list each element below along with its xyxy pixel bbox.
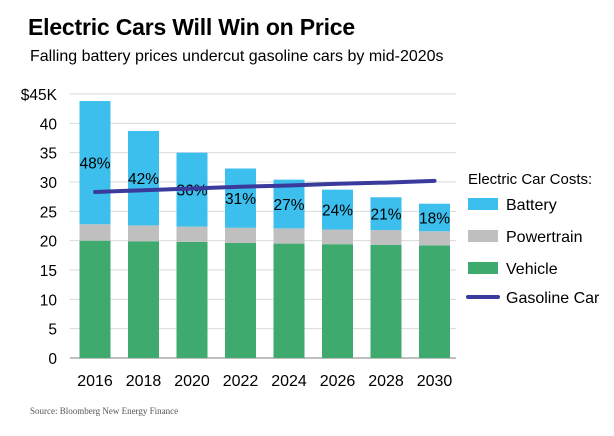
bar-battery-2026 — [322, 189, 353, 230]
legend-swatch-battery — [468, 198, 498, 210]
legend-label-powertrain: Powertrain — [506, 229, 582, 246]
y-tick-label: 5 — [48, 322, 57, 339]
x-axis-ticks: 2016 2018 2020 2022 2024 2026 2028 2030 — [77, 373, 452, 390]
bar-powertrain-2016 — [79, 224, 111, 241]
legend-title: Electric Car Costs: — [468, 171, 592, 188]
bar-vehicle-2028 — [370, 244, 402, 358]
bar-vehicle-2018 — [128, 241, 159, 358]
bar-battery-2016 — [79, 101, 111, 225]
bar-powertrain-2020 — [176, 226, 208, 242]
bar-powertrain-2030 — [419, 231, 450, 246]
x-tick-label: 2024 — [271, 373, 307, 390]
bar-battery-2028 — [370, 197, 402, 231]
x-tick-label: 2020 — [174, 373, 210, 390]
y-tick-label: 0 — [48, 351, 57, 368]
y-tick-label: 35 — [40, 146, 57, 163]
bar-vehicle-2016 — [79, 240, 111, 358]
y-tick-label: 15 — [40, 263, 57, 280]
y-tick-label: 30 — [40, 175, 58, 192]
battery-share-label: 27% — [273, 197, 304, 214]
battery-share-label: 24% — [322, 203, 353, 220]
bar-vehicle-2024 — [273, 243, 305, 358]
battery-share-label: 18% — [419, 210, 450, 227]
x-tick-label: 2022 — [223, 373, 259, 390]
battery-share-label: 31% — [225, 191, 256, 208]
battery-share-label: 21% — [370, 207, 401, 224]
bar-vehicle-2026 — [322, 244, 353, 358]
y-axis-ticks: 0 5 10 15 20 25 30 35 40 $45K — [21, 87, 58, 368]
y-tick-label: 10 — [40, 292, 58, 309]
source-note: Source: Bloomberg New Energy Finance — [30, 406, 179, 416]
legend-label-battery: Battery — [506, 197, 557, 214]
bar-battery-2018 — [128, 130, 159, 226]
legend-swatch-vehicle — [468, 262, 498, 274]
gasoline-car-line — [93, 178, 437, 194]
battery-share-label: 36% — [176, 183, 207, 200]
chart-title: Electric Cars Will Win on Price — [28, 14, 355, 40]
legend-label-gasoline: Gasoline Car — [506, 290, 600, 307]
bar-powertrain-2024 — [273, 228, 305, 244]
bar-powertrain-2026 — [322, 229, 353, 245]
y-tick-label: 25 — [40, 204, 57, 221]
x-tick-label: 2026 — [320, 373, 356, 390]
battery-share-label: 48% — [79, 156, 110, 173]
x-tick-label: 2030 — [417, 373, 453, 390]
bar-powertrain-2022 — [225, 227, 256, 244]
x-tick-label: 2018 — [126, 373, 162, 390]
bar-vehicle-2020 — [176, 241, 208, 358]
y-tick-label: $45K — [21, 87, 58, 104]
y-tick-label: 20 — [40, 234, 58, 251]
legend: Electric Car Costs: Battery Powertrain Vehi… — [466, 171, 600, 307]
bars: 48% 42% 36% 31% 27% 24% 21% 18% — [79, 101, 450, 358]
bar-vehicle-2030 — [419, 245, 450, 358]
chart-subtitle: Falling battery prices undercut gasoline… — [30, 48, 444, 65]
bar-powertrain-2028 — [370, 230, 402, 245]
legend-swatch-powertrain — [468, 230, 498, 242]
battery-share-label: 42% — [128, 171, 159, 188]
gasoline-line-layer — [93, 178, 437, 194]
y-tick-label: 40 — [40, 116, 58, 133]
bar-battery-2030 — [419, 203, 450, 232]
legend-label-vehicle: Vehicle — [506, 261, 558, 278]
x-tick-label: 2016 — [77, 373, 113, 390]
bar-battery-2022 — [225, 168, 256, 228]
bar-powertrain-2018 — [128, 225, 159, 242]
x-tick-label: 2028 — [368, 373, 404, 390]
bar-vehicle-2022 — [225, 243, 256, 358]
